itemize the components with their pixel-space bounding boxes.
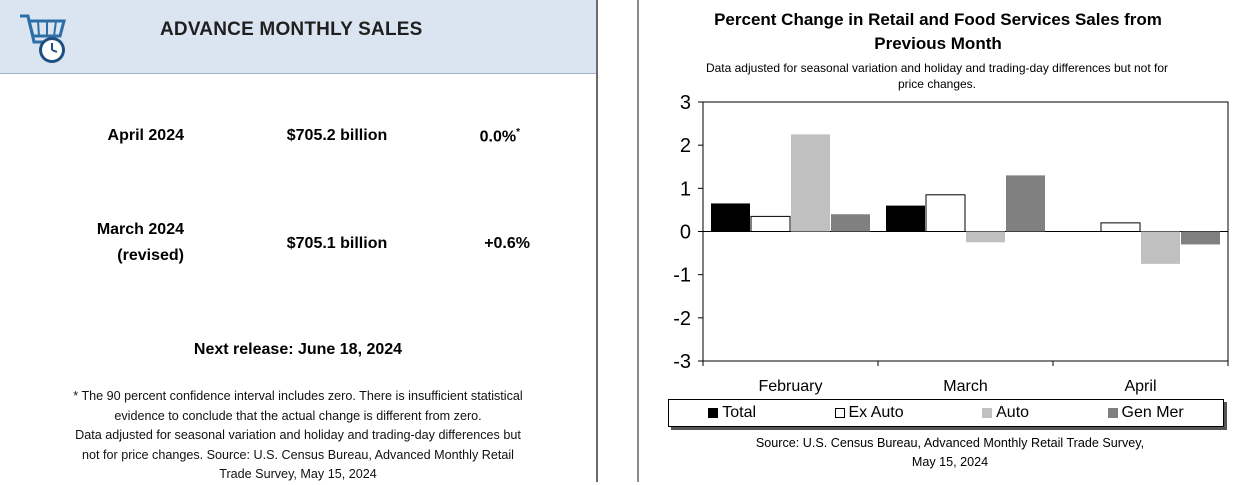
bar	[750, 215, 791, 233]
row-april-pct-value: 0.0%	[479, 128, 517, 146]
row-april-pct-asterisk: *	[516, 127, 520, 138]
y-tick-label: 1	[680, 178, 691, 200]
row-april-label: April 2024	[107, 127, 184, 144]
summary-footnote: * The 90 percent confidence interval inc…	[8, 387, 588, 485]
legend-swatch	[834, 408, 845, 418]
bar	[1181, 231, 1220, 245]
legend-item: Ex Auto	[834, 404, 904, 422]
row-march-pct: +0.6%	[484, 235, 530, 252]
footnote-line: not for price changes. Source: U.S. Cens…	[82, 447, 514, 462]
bar	[1006, 175, 1045, 232]
chart-title: Percent Change in Retail and Food Servic…	[660, 8, 1216, 56]
chart-title-line: Percent Change in Retail and Food Servic…	[714, 10, 1162, 29]
x-tick-label: March	[943, 378, 987, 395]
summary-title: ADVANCE MONTHLY SALES	[160, 19, 423, 40]
y-tick-label: 2	[680, 135, 691, 157]
bar	[711, 203, 750, 232]
y-tick-label: -1	[673, 265, 691, 287]
y-tick-label: 3	[680, 92, 691, 114]
row-april-value: $705.2 billion	[286, 127, 388, 144]
legend-item: Gen Mer	[1107, 404, 1184, 422]
row-march-label: March 2024	[96, 221, 184, 238]
footnote-line: * The 90 percent confidence interval inc…	[73, 389, 523, 403]
legend-label: Ex Auto	[848, 404, 904, 421]
legend-swatch	[708, 408, 719, 418]
bar	[1100, 222, 1141, 233]
bar	[966, 231, 1005, 243]
summary-header: ADVANCE MONTHLY SALES	[0, 0, 596, 74]
shopping-cart-clock-icon	[20, 14, 66, 63]
bar	[925, 194, 966, 232]
footnote-line: evidence to conclude that the actual cha…	[114, 408, 482, 423]
bar	[831, 214, 870, 232]
bar	[1141, 231, 1180, 264]
next-release: Next release: June 18, 2024	[193, 341, 403, 358]
row-april-pct: 0.0%*	[440, 127, 520, 146]
chart-title-line: Previous Month	[874, 34, 1002, 53]
bar	[791, 134, 830, 232]
legend-item: Auto	[982, 404, 1029, 422]
row-march-value: $705.1 billion	[286, 235, 388, 252]
legend-swatch	[1107, 408, 1118, 418]
footnote-line: Data adjusted for seasonal variation and…	[75, 428, 521, 442]
chart-subtitle-line: price changes.	[897, 77, 977, 91]
legend-swatch	[982, 408, 993, 418]
chart-source: Source: U.S. Census Bureau, Advanced Mon…	[680, 434, 1220, 472]
x-tick-label: February	[758, 378, 822, 395]
legend-label: Total	[722, 404, 757, 421]
panel-divider	[637, 0, 639, 482]
y-tick-label: -3	[673, 351, 691, 373]
chart-legend: Total Ex Auto Auto Gen Mer	[668, 399, 1224, 427]
y-tick-label: 0	[680, 222, 691, 244]
footnote-line: Trade Survey, May 15, 2024	[219, 467, 377, 481]
summary-panel: ADVANCE MONTHLY SALES April 2024 $705.2 …	[0, 0, 598, 482]
legend-label: Gen Mer	[1121, 404, 1184, 421]
bar-chart: 3 2 1 0 -1 -2 -3 February March April	[673, 92, 1229, 395]
legend-item: Total	[708, 404, 756, 422]
y-tick-label: -2	[673, 308, 691, 330]
x-tick-label: April	[1124, 378, 1156, 395]
row-march-label-revised: (revised)	[117, 247, 184, 264]
bar	[886, 205, 925, 232]
chart-source-line: May 15, 2024	[911, 455, 989, 469]
chart-subtitle: Data adjusted for seasonal variation and…	[646, 60, 1228, 92]
legend-label: Auto	[996, 404, 1030, 421]
chart-source-line: Source: U.S. Census Bureau, Advanced Mon…	[755, 436, 1145, 450]
chart-subtitle-line: Data adjusted for seasonal variation and…	[705, 61, 1169, 75]
